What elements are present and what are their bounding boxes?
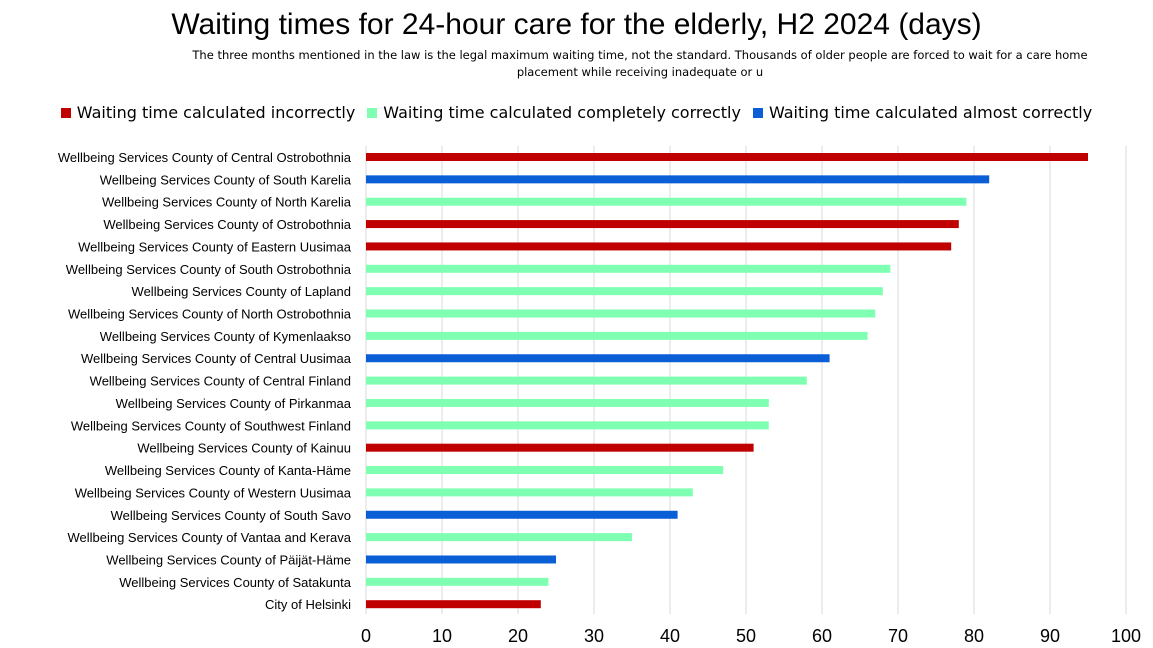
bar xyxy=(366,309,876,318)
legend-label-almost: Waiting time calculated almost correctly xyxy=(768,103,1093,122)
legend-entry-almost: Waiting time calculated almost correctly xyxy=(752,103,1093,122)
category-labels: Wellbeing Services County of Central Ost… xyxy=(58,150,352,612)
x-axis-ticks: 0 10 20 30 40 50 60 70 80 90 100 xyxy=(361,626,1141,646)
x-tick-label: 80 xyxy=(964,626,984,646)
category-label: City of Helsinki xyxy=(265,597,351,612)
category-label: Wellbeing Services County of Kymenlaakso xyxy=(100,329,351,344)
x-tick-label: 60 xyxy=(812,626,832,646)
bar xyxy=(366,242,952,251)
x-tick-label: 40 xyxy=(660,626,680,646)
legend-swatch-incorrect xyxy=(60,107,71,118)
legend-label-incorrect: Waiting time calculated incorrectly xyxy=(76,103,356,122)
bar xyxy=(366,488,693,497)
bar xyxy=(366,555,556,564)
bar xyxy=(366,175,990,184)
category-label: Wellbeing Services County of North Karel… xyxy=(102,195,352,210)
bar xyxy=(366,197,967,206)
category-label: Wellbeing Services County of Central Fin… xyxy=(90,374,351,389)
bars xyxy=(366,153,1088,609)
bar xyxy=(366,466,724,475)
category-label: Wellbeing Services County of Kainuu xyxy=(137,441,351,456)
legend-swatch-almost xyxy=(752,107,763,118)
bar xyxy=(366,331,868,340)
x-tick-label: 70 xyxy=(888,626,908,646)
category-label: Wellbeing Services County of Central Uus… xyxy=(81,351,352,366)
bar xyxy=(366,153,1088,161)
bar xyxy=(366,533,632,542)
bar xyxy=(366,577,549,586)
chart-subtitle: The three months mentioned in the law is… xyxy=(192,48,1088,79)
category-label: Wellbeing Services County of Päijät-Häme xyxy=(106,552,351,567)
category-label: Wellbeing Services County of Eastern Uus… xyxy=(78,239,352,254)
bar xyxy=(366,220,959,229)
category-label: Wellbeing Services County of Satakunta xyxy=(119,575,351,590)
legend-entry-incorrect: Waiting time calculated incorrectly xyxy=(60,103,356,122)
x-tick-label: 50 xyxy=(736,626,756,646)
bar xyxy=(366,287,883,296)
category-label: Wellbeing Services County of Pirkanmaa xyxy=(116,396,352,411)
legend-label-correct: Waiting time calculated completely corre… xyxy=(383,103,741,122)
category-label: Wellbeing Services County of South Ostro… xyxy=(66,262,352,277)
bar xyxy=(366,376,807,385)
legend: Waiting time calculated incorrectly Wait… xyxy=(0,103,1153,122)
bar xyxy=(366,510,678,519)
chart-title: Waiting times for 24-hour care for the e… xyxy=(171,8,982,41)
x-tick-label: 10 xyxy=(432,626,452,646)
category-label: Wellbeing Services County of South Karel… xyxy=(100,172,352,187)
category-label: Wellbeing Services County of Kanta-Häme xyxy=(105,463,351,478)
category-label: Wellbeing Services County of Central Ost… xyxy=(58,150,352,165)
bar xyxy=(366,600,541,609)
x-tick-label: 20 xyxy=(508,626,528,646)
bar xyxy=(366,354,830,363)
x-tick-label: 100 xyxy=(1111,626,1141,646)
category-label: Wellbeing Services County of Lapland xyxy=(132,284,351,299)
category-label: Wellbeing Services County of Western Uus… xyxy=(75,485,352,500)
legend-swatch-correct xyxy=(367,107,378,118)
category-label: Wellbeing Services County of South Savo xyxy=(111,508,351,523)
bar xyxy=(366,443,754,452)
category-label: Wellbeing Services County of North Ostro… xyxy=(68,307,352,322)
bar xyxy=(366,421,769,430)
bar xyxy=(366,264,891,273)
category-label: Wellbeing Services County of Ostrobothni… xyxy=(103,217,351,232)
category-label: Wellbeing Services County of Southwest F… xyxy=(71,418,351,433)
legend-entry-correct: Waiting time calculated completely corre… xyxy=(367,103,741,122)
bar xyxy=(366,398,769,407)
x-tick-label: 30 xyxy=(584,626,604,646)
x-tick-label: 90 xyxy=(1040,626,1060,646)
x-tick-label: 0 xyxy=(361,626,371,646)
category-label: Wellbeing Services County of Vantaa and … xyxy=(67,530,351,545)
